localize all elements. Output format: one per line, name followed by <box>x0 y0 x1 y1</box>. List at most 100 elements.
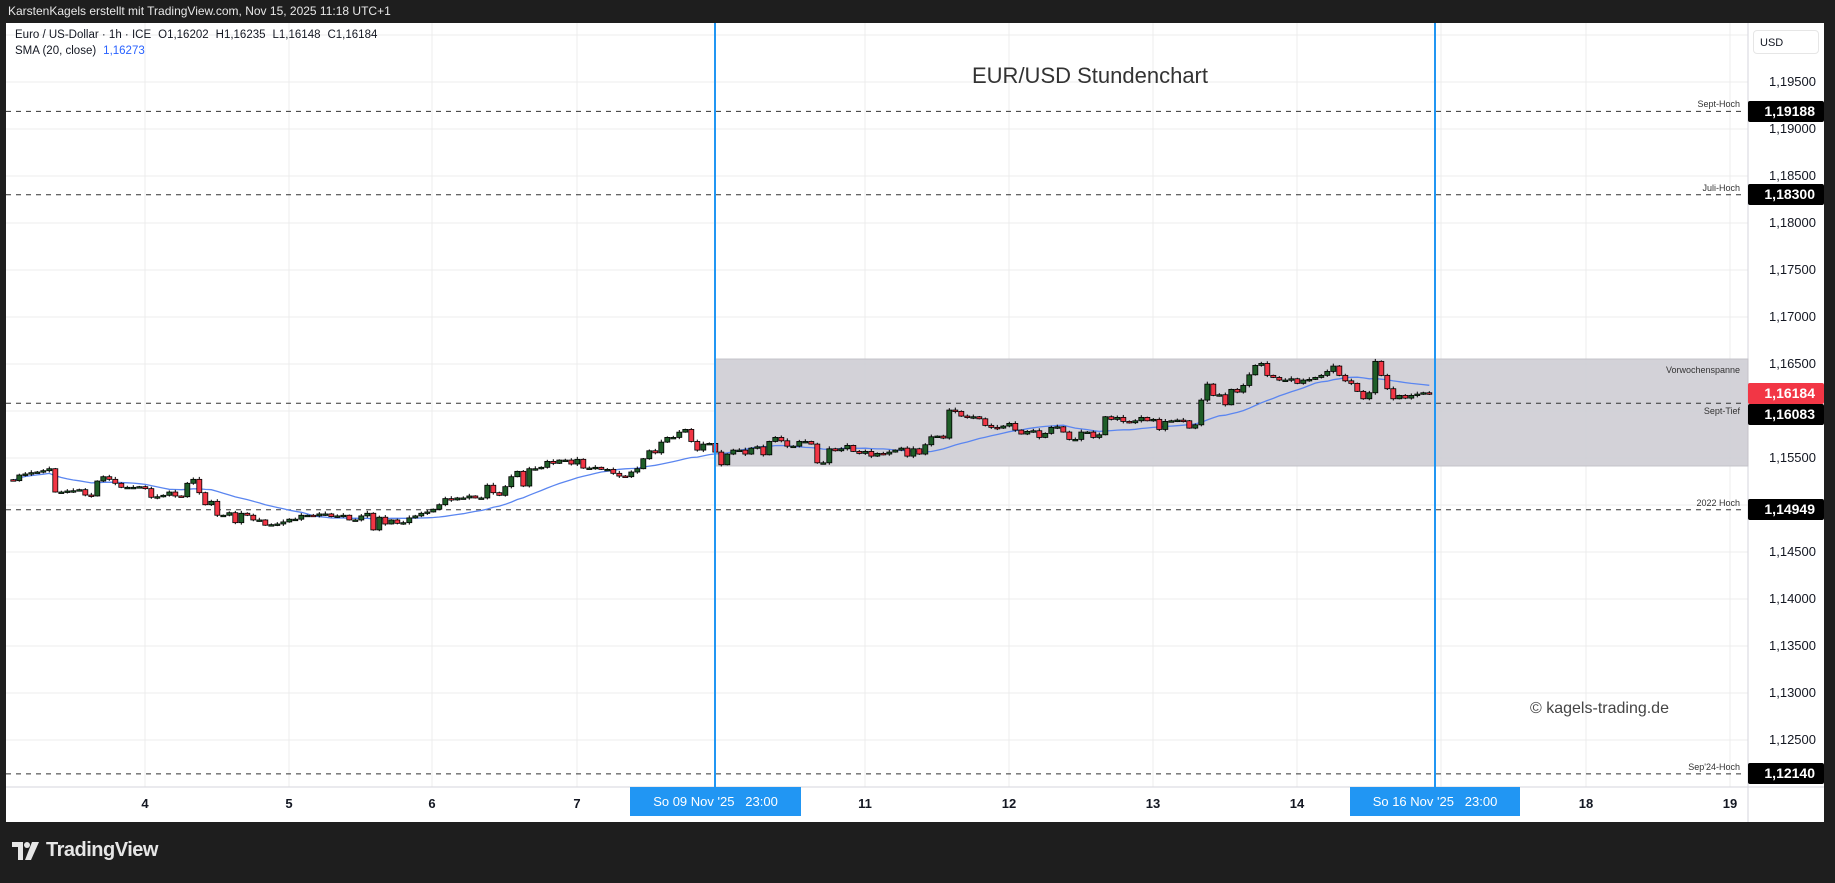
candle-body <box>1396 394 1403 400</box>
candle <box>1030 428 1037 433</box>
candle-body <box>556 459 563 464</box>
candle-body <box>790 445 797 449</box>
candle-body <box>1288 378 1295 381</box>
candle-body <box>1120 416 1127 422</box>
candle-body <box>778 437 785 442</box>
time-tick: 6 <box>428 796 436 811</box>
candle-body <box>982 418 989 426</box>
candle <box>346 514 353 521</box>
candle-body <box>442 498 449 506</box>
candle <box>700 441 707 453</box>
candle-body <box>964 415 971 418</box>
candle <box>670 435 677 440</box>
candle <box>1162 418 1169 432</box>
candle <box>46 466 53 473</box>
candle-body <box>910 448 917 457</box>
candle-body <box>544 460 551 468</box>
level-label: Sept-Tief <box>1703 406 1740 417</box>
price-tick: 1,18500 <box>1769 168 1816 183</box>
candle <box>1228 388 1235 406</box>
candle <box>814 442 821 464</box>
candle-body <box>1168 420 1175 423</box>
candle <box>322 511 329 516</box>
sma-label: SMA (20, close) <box>15 45 97 57</box>
ohlc-close: C1,16184 <box>327 29 378 41</box>
candle-body <box>934 435 941 438</box>
candle-body <box>700 443 707 451</box>
candle <box>820 460 827 465</box>
candle <box>988 423 995 429</box>
chart-title: EUR/USD Stundenchart <box>972 63 1208 88</box>
candle-body <box>172 491 179 497</box>
level-label: Sept-Hoch <box>1697 99 1740 110</box>
candle-body <box>1186 420 1193 429</box>
candle-body <box>754 446 761 449</box>
candle <box>1072 437 1079 442</box>
candle-body <box>1366 392 1373 400</box>
candle <box>136 485 143 489</box>
candle-body <box>496 492 503 496</box>
candle <box>376 515 383 532</box>
symbol-name: Euro / US-Dollar · 1h · ICE <box>15 29 152 41</box>
candle <box>166 490 173 497</box>
candle <box>1360 390 1367 400</box>
candle <box>796 439 803 448</box>
currency-button[interactable]: USD <box>1753 30 1819 54</box>
candle-body <box>436 504 443 510</box>
candle-body <box>562 459 569 462</box>
candle <box>922 443 929 456</box>
sma-legend[interactable]: SMA (20, close) 1,16273 <box>15 45 152 57</box>
price-tick: 1,16500 <box>1769 356 1816 371</box>
candle <box>610 467 617 475</box>
candle <box>1024 430 1031 436</box>
candle-body <box>1312 377 1319 380</box>
candle <box>1306 377 1313 382</box>
candle-body <box>976 416 983 420</box>
candle-body <box>232 512 239 524</box>
candle-body <box>46 468 53 472</box>
candle <box>1084 431 1091 434</box>
candle <box>802 439 809 444</box>
candle-body <box>286 518 293 523</box>
tradingview-logo[interactable]: TradingView <box>12 839 158 862</box>
candle-body <box>130 486 137 490</box>
candle <box>1096 432 1103 440</box>
candle-body <box>322 513 329 516</box>
candle-body <box>136 486 143 489</box>
candle-body <box>70 490 77 493</box>
candle-body <box>1384 374 1391 390</box>
candle-body <box>1300 379 1307 384</box>
candle-body <box>142 486 149 490</box>
candle <box>910 446 917 459</box>
candle-body <box>196 478 203 494</box>
candle-body <box>622 475 629 478</box>
candle-body <box>616 472 623 477</box>
candle-body <box>892 449 899 453</box>
price-tick: 1,19000 <box>1769 121 1816 136</box>
candle <box>1066 430 1073 441</box>
candle-body <box>922 444 929 455</box>
candle <box>160 494 167 498</box>
candle <box>310 513 317 518</box>
candle-body <box>1210 383 1217 396</box>
candle-body <box>424 511 431 514</box>
candle-body <box>274 523 281 526</box>
time-marker-label: So 16 Nov '25 23:00 <box>1350 787 1520 816</box>
candle-body <box>1324 371 1331 376</box>
price-tick: 1,15500 <box>1769 450 1816 465</box>
candle-body <box>382 516 389 525</box>
candle-body <box>796 441 803 447</box>
candle <box>1210 383 1217 397</box>
candle-body <box>610 468 617 474</box>
candle-body <box>1024 430 1031 435</box>
candle-body <box>1414 393 1421 396</box>
candle-body <box>658 441 665 454</box>
candle <box>1402 394 1409 400</box>
candle-body <box>844 445 851 450</box>
candle <box>406 515 413 525</box>
candle-body <box>328 513 335 517</box>
candle-body <box>1282 379 1289 382</box>
candle <box>190 477 197 485</box>
price-tick: 1,14500 <box>1769 544 1816 559</box>
